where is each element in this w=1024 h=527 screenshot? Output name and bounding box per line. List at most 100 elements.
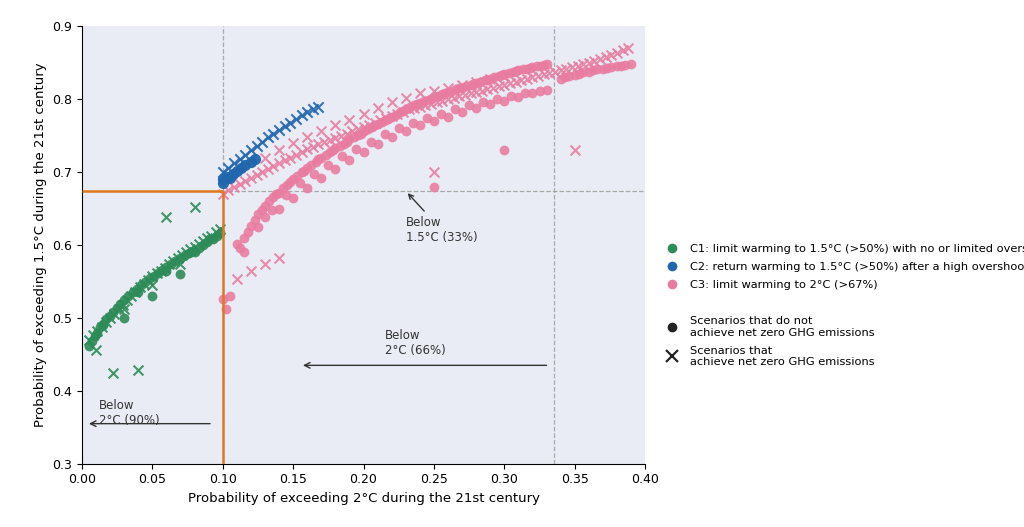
Point bbox=[280, 181, 296, 190]
Point bbox=[490, 72, 507, 80]
Point bbox=[444, 86, 461, 95]
Point bbox=[248, 171, 264, 179]
Point bbox=[623, 60, 639, 69]
Point bbox=[104, 308, 121, 316]
Point bbox=[270, 254, 287, 262]
Point bbox=[141, 274, 158, 282]
Point bbox=[603, 51, 620, 59]
Point bbox=[454, 83, 470, 92]
Point bbox=[344, 127, 360, 135]
Point bbox=[367, 119, 383, 127]
Point bbox=[317, 150, 334, 159]
Point bbox=[237, 177, 254, 185]
Point bbox=[154, 266, 170, 274]
Point bbox=[165, 257, 181, 265]
Point bbox=[127, 288, 143, 296]
Point bbox=[412, 121, 428, 130]
Point bbox=[328, 121, 344, 130]
Point bbox=[586, 57, 602, 65]
Point bbox=[116, 296, 132, 305]
Point bbox=[463, 89, 479, 97]
Point bbox=[215, 168, 231, 177]
Point bbox=[404, 119, 421, 127]
Point bbox=[566, 146, 583, 154]
Point bbox=[430, 91, 446, 100]
Point bbox=[264, 206, 281, 214]
Point bbox=[383, 133, 399, 141]
Point bbox=[106, 309, 123, 318]
Point bbox=[355, 110, 372, 118]
Point bbox=[355, 127, 372, 135]
Y-axis label: Probability of exceeding 1.5°C during the 21st century: Probability of exceeding 1.5°C during th… bbox=[34, 63, 47, 427]
Point bbox=[254, 206, 270, 214]
Point bbox=[426, 86, 442, 95]
Point bbox=[102, 311, 118, 320]
Point bbox=[528, 62, 545, 71]
Point bbox=[276, 157, 293, 165]
Point bbox=[536, 70, 552, 79]
Point bbox=[161, 260, 177, 268]
Point bbox=[332, 142, 348, 150]
Point bbox=[468, 104, 484, 112]
Point bbox=[257, 201, 273, 210]
Point bbox=[496, 70, 512, 79]
Point bbox=[383, 98, 399, 106]
Point bbox=[299, 108, 315, 116]
Point bbox=[423, 94, 439, 103]
Point bbox=[328, 134, 344, 142]
Point bbox=[350, 131, 367, 139]
Point bbox=[429, 98, 445, 106]
Point bbox=[169, 254, 186, 262]
Point bbox=[479, 75, 496, 84]
Point bbox=[237, 161, 254, 169]
Point bbox=[145, 271, 162, 280]
Point bbox=[95, 321, 112, 329]
Point bbox=[195, 237, 211, 246]
Point bbox=[325, 146, 341, 154]
Point bbox=[553, 75, 569, 83]
Point bbox=[89, 327, 105, 335]
Point bbox=[293, 168, 309, 177]
Point bbox=[150, 269, 166, 277]
Point bbox=[440, 95, 457, 103]
Point bbox=[475, 98, 492, 106]
Point bbox=[231, 155, 248, 163]
Point bbox=[276, 122, 293, 131]
Point bbox=[518, 64, 535, 73]
Point bbox=[389, 110, 406, 118]
Point bbox=[505, 67, 521, 76]
Point bbox=[521, 64, 538, 72]
Point bbox=[205, 235, 221, 243]
Point bbox=[172, 254, 188, 262]
Point bbox=[299, 144, 315, 153]
Point bbox=[120, 292, 136, 300]
Point bbox=[454, 81, 470, 89]
Point bbox=[190, 240, 207, 249]
Point bbox=[224, 169, 241, 178]
Point bbox=[167, 257, 183, 265]
Point bbox=[260, 165, 276, 173]
Point bbox=[400, 105, 417, 114]
Point bbox=[536, 61, 552, 69]
Point bbox=[434, 96, 451, 105]
Point bbox=[458, 82, 474, 90]
Point bbox=[502, 79, 518, 87]
Point bbox=[137, 277, 154, 286]
Point bbox=[157, 264, 173, 272]
Point bbox=[517, 89, 534, 97]
Point bbox=[102, 314, 118, 322]
Point bbox=[531, 86, 548, 95]
Point bbox=[518, 75, 535, 83]
Point bbox=[479, 85, 496, 93]
Point bbox=[116, 305, 132, 314]
Point bbox=[89, 328, 105, 337]
Point bbox=[489, 95, 506, 103]
Point bbox=[426, 117, 442, 125]
Point bbox=[217, 305, 233, 314]
Point bbox=[123, 292, 139, 300]
Point bbox=[510, 93, 526, 101]
Point bbox=[93, 323, 110, 331]
Point bbox=[236, 233, 252, 242]
Point bbox=[355, 123, 372, 131]
Point bbox=[468, 79, 484, 87]
